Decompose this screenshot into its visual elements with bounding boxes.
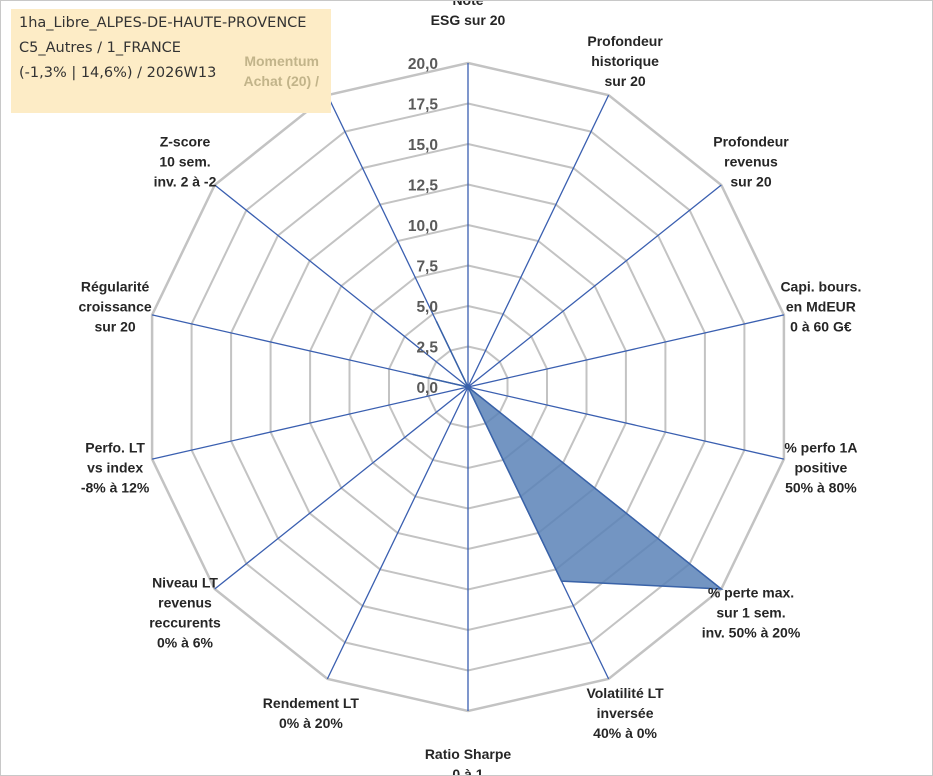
momentum-line-1: Momentum <box>244 53 319 69</box>
axis-label-8: Rendement LT 0% à 20% <box>263 695 360 731</box>
axis-label-9-line-0: Niveau LT <box>152 575 218 591</box>
axis-label-4-line-2: 50% à 80% <box>785 480 857 496</box>
spoke-8 <box>326 386 469 680</box>
axis-label-9: Niveau LT revenus reccurents 0% à 6% <box>149 575 221 651</box>
axis-label-5-line-1: sur 1 sem. <box>716 605 785 621</box>
axis-label-4-line-0: % perfo 1A <box>784 440 857 456</box>
axis-label-9-line-2: reccurents <box>149 615 221 631</box>
axis-label-1-line-1: historique <box>591 53 659 69</box>
axis-label-6-line-2: 40% à 0% <box>593 725 657 741</box>
chart-title: 1ha_Libre_ALPES-DE-HAUTE-PROVENCE <box>19 15 307 31</box>
axis-label-11: Régularité croissance sur 20 <box>79 278 152 334</box>
axis-label-11-line-1: croissance <box>79 298 152 314</box>
axis-label-12-line-2: inv. 2 à -2 <box>154 173 217 189</box>
axis-label-0: Note ESG sur 20 <box>431 1 506 28</box>
data-series-0 <box>412 320 724 590</box>
axis-label-11-line-0: Régularité <box>81 278 150 294</box>
axis-label-2: Profondeur revenus sur 20 <box>713 133 789 189</box>
spoke-3 <box>467 314 785 388</box>
axis-label-6-line-0: Volatilité LT <box>586 685 664 701</box>
spoke-4 <box>467 386 785 460</box>
axis-label-7-line-1: 0 à 1 <box>452 766 483 775</box>
spoke-2 <box>467 184 722 388</box>
chart-subtitle-1: C5_Autres / 1_FRANCE <box>19 40 181 56</box>
spoke-10 <box>151 386 469 460</box>
axis-label-3-line-0: Capi. bours. <box>780 278 861 294</box>
tick-label-8: 20,0 <box>408 56 438 73</box>
tick-label-5: 12,5 <box>408 178 439 195</box>
tick-label-6: 15,0 <box>408 137 438 154</box>
axis-label-7: Ratio Sharpe 0 à 1 <box>425 746 512 775</box>
info-box: 1ha_Libre_ALPES-DE-HAUTE-PROVENCE C5_Aut… <box>11 9 331 113</box>
axis-label-4: % perfo 1A positive 50% à 80% <box>784 440 857 496</box>
axis-label-3-line-1: en MdEUR <box>786 298 856 314</box>
axis-label-5-line-0: % perte max. <box>708 585 794 601</box>
axis-label-1-line-2: sur 20 <box>604 73 645 89</box>
axis-label-2-line-2: sur 20 <box>730 173 771 189</box>
tick-label-2: 5,0 <box>416 299 438 316</box>
spoke-9 <box>214 386 469 590</box>
chart-subtitle-2: (-1,3% | 14,6%) / 2026W13 <box>19 65 217 81</box>
axis-label-12: Z-score 10 sem. inv. 2 à -2 <box>154 133 217 189</box>
axis-label-3: Capi. bours. en MdEUR 0 à 60 G€ <box>780 278 861 334</box>
axis-label-10-line-1: vs index <box>87 460 143 476</box>
tick-label-1: 2,5 <box>416 340 438 357</box>
tick-label-3: 7,5 <box>416 259 438 276</box>
axis-label-1-line-0: Profondeur <box>587 33 663 49</box>
axis-label-8-line-1: 0% à 20% <box>279 715 343 731</box>
axis-label-4-line-1: positive <box>794 460 847 476</box>
spoke-1 <box>467 94 610 388</box>
axis-label-0-line-0: Note <box>452 1 483 8</box>
axis-label-5-line-2: inv. 50% à 20% <box>702 625 801 641</box>
axis-label-12-line-0: Z-score <box>160 133 211 149</box>
axis-label-2-line-0: Profondeur <box>713 133 789 149</box>
axis-label-2-line-1: revenus <box>724 153 778 169</box>
axis-label-8-line-0: Rendement LT <box>263 695 360 711</box>
axis-label-6-line-1: inversée <box>597 705 654 721</box>
axis-label-1: Profondeur historique sur 20 <box>587 33 663 89</box>
momentum-line-2: Achat (20) / <box>243 73 319 89</box>
axis-label-11-line-2: sur 20 <box>94 318 135 334</box>
momentum-label: Momentum Achat (20) / <box>244 51 319 91</box>
spoke-12 <box>214 184 469 388</box>
axis-label-10-line-0: Perfo. LT <box>85 440 145 456</box>
axis-label-12-line-1: 10 sem. <box>159 153 210 169</box>
tick-label-7: 17,5 <box>408 97 439 114</box>
axis-label-3-line-2: 0 à 60 G€ <box>790 318 852 334</box>
axis-label-10-line-2: -8% à 12% <box>81 480 150 496</box>
axis-label-5: % perte max. sur 1 sem. inv. 50% à 20% <box>702 585 801 641</box>
axis-label-0-line-1: ESG sur 20 <box>431 12 506 28</box>
tick-label-0: 0,0 <box>416 380 438 397</box>
tick-label-4: 10,0 <box>408 218 438 235</box>
axis-label-6: Volatilité LT inversée 40% à 0% <box>586 685 664 741</box>
axis-label-7-line-0: Ratio Sharpe <box>425 746 512 762</box>
axis-label-9-line-3: 0% à 6% <box>157 635 214 651</box>
axis-label-10: Perfo. LT vs index -8% à 12% <box>81 440 150 496</box>
axis-label-9-line-1: revenus <box>158 595 212 611</box>
